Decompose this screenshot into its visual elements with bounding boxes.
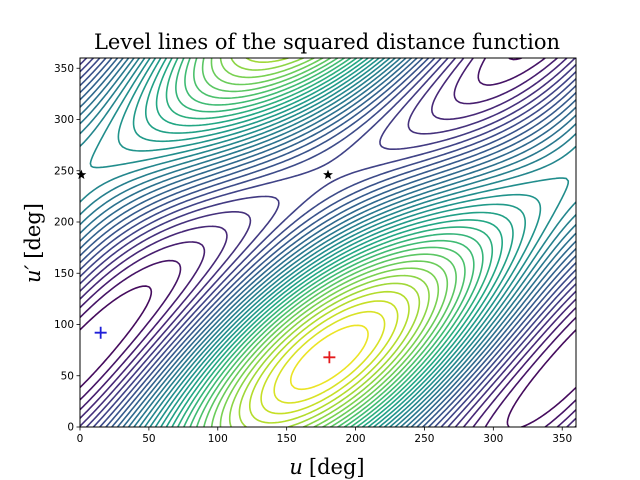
x-tick-label: 50 [142,433,155,445]
y-axis-ticks: 0 50 100 150 200 250 300 350 [54,63,80,434]
contour-level-line [80,58,576,427]
contour-level-line [132,58,527,427]
y-tick-label: 50 [61,370,74,382]
star-marker [323,169,333,180]
contour-level-line [289,324,369,391]
y-tick-label: 300 [54,114,74,126]
x-tick-label: 200 [346,433,366,445]
contour-level-line [80,58,576,427]
y-tick-label: 100 [54,319,74,331]
y-tick-label: 350 [54,63,74,75]
chart-title: Level lines of the squared distance func… [94,30,560,54]
contour-level-line [238,58,421,427]
plus-marker [94,326,107,339]
contour-level-line [201,58,457,427]
x-axis-unit: [deg] [309,455,365,479]
contour-level-line [210,58,449,427]
x-tick-label: 300 [483,433,503,445]
contour-level-line [80,58,576,427]
contour-level-line [89,58,570,427]
contour-level-line [80,58,576,427]
x-axis-label: u [deg] [289,455,364,479]
contour-level-line [80,58,576,427]
contour-level-line [248,290,410,424]
y-tick-label: 150 [54,268,74,280]
contour-level-line [184,58,475,427]
contour-level-line [260,300,399,415]
star-marker [76,169,87,180]
x-tick-label: 100 [208,433,228,445]
contour-level-line [80,58,576,427]
y-tick-label: 250 [54,165,74,177]
plus-marker [323,351,336,364]
contour-level-line [80,58,576,427]
contour-level-line [228,58,430,427]
contour-level-line [80,58,576,427]
y-axis-label: u′ [deg] [21,203,45,283]
y-axis-var: u′ [21,264,45,283]
contour-level-line [155,58,503,427]
y-axis-unit: [deg] [21,203,45,259]
contour-level-line [144,58,514,427]
plot-frame [79,57,577,428]
contour-level-line [175,58,484,427]
contour-level-line [273,310,386,404]
contour-level-line [219,58,440,427]
contour-level-line [80,58,576,427]
contour-level-line [80,58,576,427]
contour-level-line [193,58,466,427]
markers [76,169,336,364]
contour-lines [80,58,576,427]
x-tick-label: 350 [552,433,572,445]
x-axis-var: u [289,455,303,479]
contour-level-line [80,58,576,427]
x-axis-ticks: 0 50 100 150 200 250 300 350 [77,427,572,445]
x-tick-label: 150 [277,433,297,445]
contour-level-line [165,58,494,427]
x-tick-label: 0 [77,433,84,445]
y-tick-label: 0 [67,422,74,434]
x-tick-label: 250 [414,433,434,445]
y-tick-label: 200 [54,217,74,229]
